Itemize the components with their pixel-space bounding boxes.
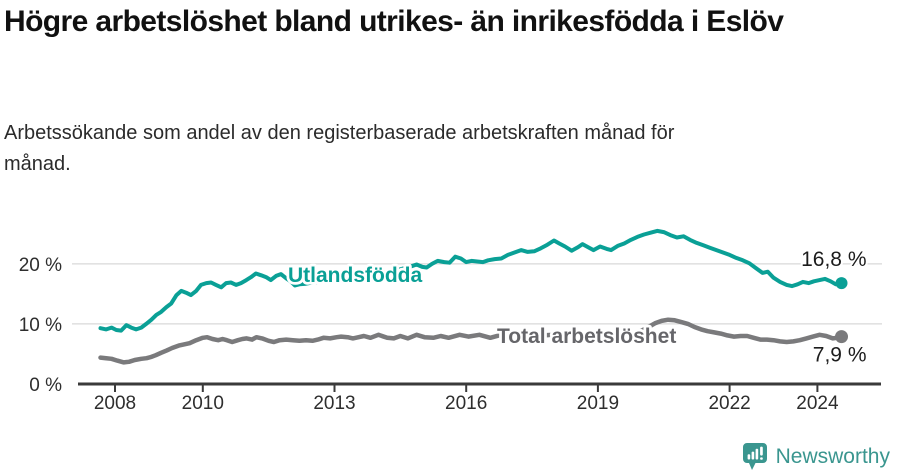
x-tick-label-2016: 2016 (445, 393, 487, 414)
logo-bar-short (747, 454, 750, 460)
logo-bar-tall (755, 448, 758, 460)
end-dot-total (835, 330, 848, 344)
page-title: Högre arbetslöshet bland utrikes- än inr… (4, 5, 784, 38)
x-tick-label-2022: 2022 (708, 393, 750, 414)
end-value-label-total: 7,9 % (813, 344, 867, 367)
x-tick-label-2008: 2008 (94, 393, 136, 414)
y-tick-label-10: 10 % (19, 315, 62, 336)
series-label-utlandsfodda: Utlandsfödda (288, 264, 422, 287)
y-tick-label-0: 0 % (29, 375, 62, 396)
chart-subtitle: Arbetssökande som andel av den registerb… (4, 122, 675, 175)
x-tick-label-2019: 2019 (577, 393, 619, 414)
x-tick-label-2024: 2024 (796, 393, 839, 414)
y-tick-label-20: 20 % (19, 255, 62, 276)
series-line-total (98, 317, 844, 365)
end-value-label-utlandsfodda: 16,8 % (801, 248, 866, 271)
series-line-utlandsfodda (98, 228, 844, 333)
x-tick-label-2010: 2010 (182, 393, 224, 414)
logo-exclamation-stem (759, 446, 763, 456)
newsworthy-logo-icon (742, 443, 767, 470)
logo-exclamation-dot (759, 457, 763, 460)
x-tick-label-2013: 2013 (313, 393, 355, 414)
end-dot-utlandsfodda (835, 277, 848, 290)
series-label-total: Total arbetslöshet (497, 325, 676, 348)
newsworthy-branding: Newsworthy (742, 442, 890, 471)
newsworthy-wordmark: Newsworthy (775, 444, 890, 468)
logo-bar-medium (751, 451, 754, 460)
